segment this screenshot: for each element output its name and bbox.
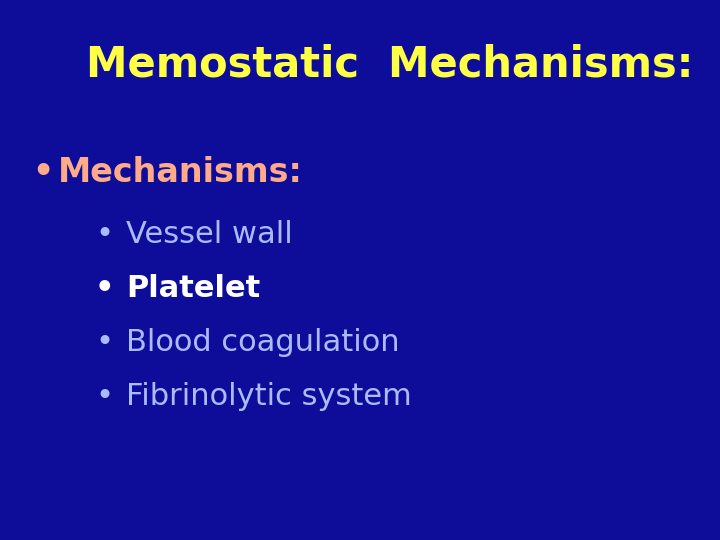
Text: •: • — [95, 382, 114, 411]
Text: Fibrinolytic system: Fibrinolytic system — [126, 382, 412, 411]
Text: Memostatic  Mechanisms:: Memostatic Mechanisms: — [86, 44, 694, 86]
Text: Platelet: Platelet — [126, 274, 260, 303]
Text: Blood coagulation: Blood coagulation — [126, 328, 400, 357]
Text: Vessel wall: Vessel wall — [126, 220, 293, 249]
Text: •: • — [95, 328, 114, 357]
Text: •: • — [95, 220, 114, 249]
Text: •: • — [94, 274, 114, 303]
Text: •: • — [32, 156, 54, 190]
Text: Mechanisms:: Mechanisms: — [58, 156, 302, 190]
